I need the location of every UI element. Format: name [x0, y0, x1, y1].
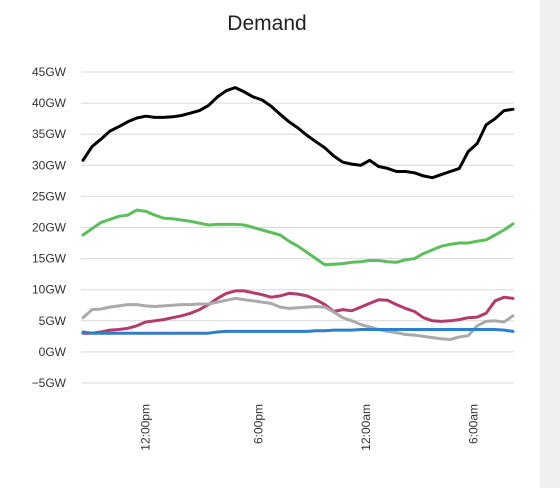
- y-tick-label: 35GW: [32, 127, 67, 141]
- y-tick-label: 0GW: [39, 345, 67, 359]
- y-tick-label: 40GW: [32, 96, 67, 110]
- x-tick-label: 12:00pm: [139, 404, 153, 451]
- y-tick-label: 20GW: [32, 221, 67, 235]
- chart-title: Demand: [227, 12, 306, 35]
- series-line-3: [81, 289, 515, 335]
- y-axis-ticks: −5GW 0GW 5GW 10GW 15GW 20GW 25GW 30GW 35GW 40GW 45…: [32, 65, 67, 390]
- y-tick-label: 15GW: [32, 252, 67, 266]
- series-lines: [81, 86, 515, 341]
- x-tick-label: 6:00pm: [252, 404, 266, 444]
- demand-chart: Demand −5GW 0GW 5GW 10GW 15GW 20GW 25GW 30GW 35G…: [32, 12, 515, 451]
- y-tick-label: 5GW: [39, 314, 67, 328]
- x-tick-label: 6:00am: [467, 404, 481, 444]
- series-line-5: [81, 328, 515, 335]
- x-axis-ticks: 12:00pm 6:00pm 12:00am 6:00am: [139, 404, 481, 451]
- y-tick-label: 10GW: [32, 283, 67, 297]
- y-tick-label: −5GW: [32, 376, 67, 390]
- series-line-4: [81, 296, 515, 341]
- side-panel: [540, 0, 560, 488]
- series-line-2: [81, 208, 515, 267]
- series-line-1: [81, 86, 515, 180]
- y-tick-label: 45GW: [32, 65, 67, 79]
- x-tick-label: 12:00am: [359, 404, 373, 451]
- y-tick-label: 25GW: [32, 189, 67, 203]
- y-tick-label: 30GW: [32, 158, 67, 172]
- gridlines: [81, 71, 514, 384]
